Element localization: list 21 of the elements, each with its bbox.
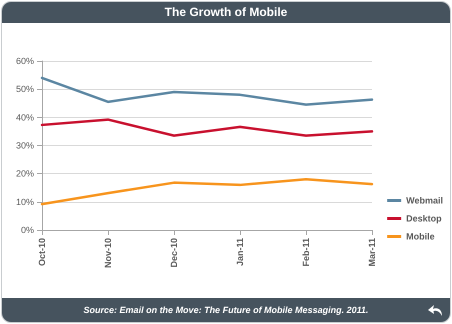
y-tick-label: 60% — [16, 56, 34, 66]
x-tick-label: Dec-10 — [169, 238, 179, 268]
x-tick-label: Mar-11 — [367, 238, 377, 267]
y-tick-label: 30% — [16, 140, 34, 150]
y-tick-label: 50% — [16, 84, 34, 94]
legend-label: Desktop — [406, 214, 442, 224]
legend-label: Webmail — [406, 196, 443, 206]
source-note: Source: Email on the Move: The Future of Mobile Messaging. 2011. — [84, 305, 368, 315]
y-tick-label: 0% — [20, 225, 34, 235]
y-tick-label: 40% — [16, 112, 34, 122]
x-tick-label: Jan-11 — [235, 238, 245, 266]
legend-label: Mobile — [406, 232, 435, 242]
x-tick-label: Feb-11 — [301, 238, 311, 267]
chart-title: The Growth of Mobile — [2, 2, 450, 23]
x-tick-label: Oct-10 — [37, 238, 47, 266]
line-series — [40, 118, 374, 137]
line-series — [40, 178, 374, 206]
x-tick-label: Nov-10 — [103, 238, 113, 268]
line-series — [40, 76, 374, 106]
y-tick-label: 20% — [16, 168, 34, 179]
y-tick-label: 10% — [16, 196, 34, 207]
